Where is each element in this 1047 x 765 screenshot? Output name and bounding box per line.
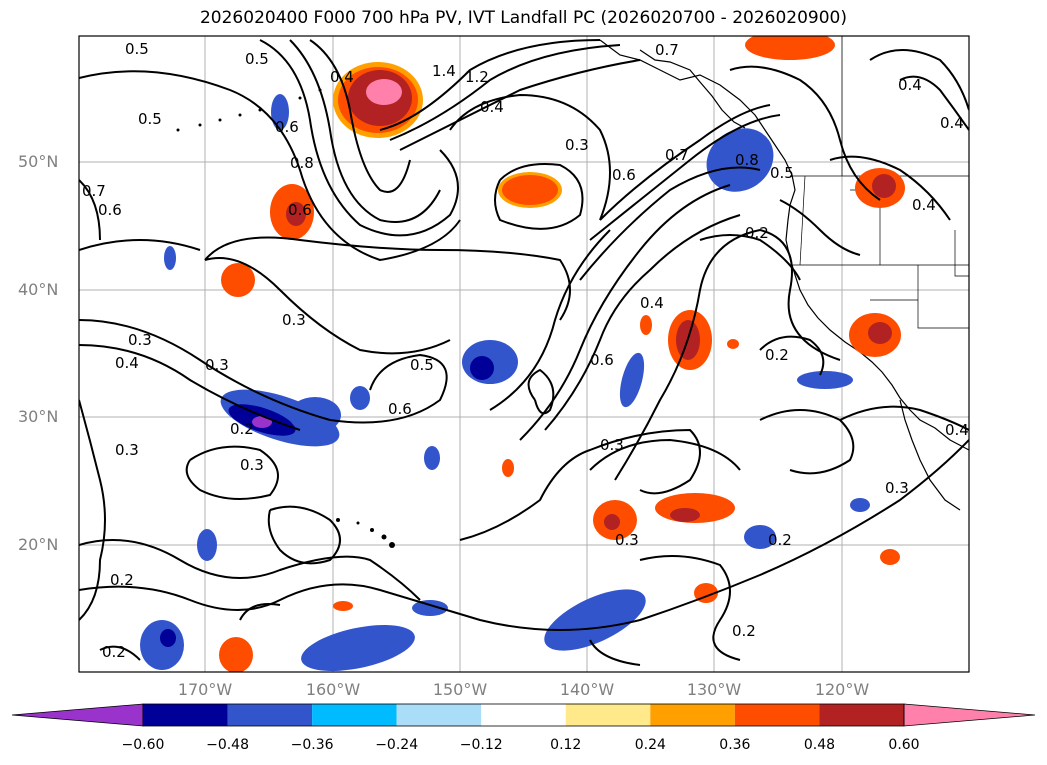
contour-label: 0.3 <box>615 531 639 549</box>
contour-label: 0.3 <box>885 479 909 497</box>
colorbar-tick-label: −0.60 <box>121 737 165 753</box>
colorbar-extend-high <box>903 703 1036 727</box>
contour-label: 0.2 <box>732 622 756 640</box>
contour-label: 0.6 <box>288 201 312 219</box>
map-content: 0.5 0.5 0.5 0.4 1.4 1.2 0.4 0.7 0.4 0.4 … <box>79 36 969 672</box>
contour-label: 0.4 <box>330 68 354 86</box>
contour-label: 0.6 <box>275 118 299 136</box>
contour-label: 0.2 <box>102 643 126 661</box>
colorbar-segment <box>819 704 904 726</box>
lon-label: 150°W <box>432 680 488 699</box>
contour-labels: 0.5 0.5 0.5 0.4 1.4 1.2 0.4 0.7 0.4 0.4 … <box>82 40 969 661</box>
contour-label: 0.4 <box>115 354 139 372</box>
contour-label: 0.3 <box>565 136 589 154</box>
lat-label: 50°N <box>18 152 59 171</box>
graticule <box>79 36 969 672</box>
colorbar-extend-low <box>11 703 144 727</box>
contour-label: 0.5 <box>125 40 149 58</box>
pv-contours <box>79 39 969 666</box>
positive-anomaly-fills <box>219 36 905 672</box>
colorbar-segment <box>650 704 735 726</box>
lon-label: 160°W <box>305 680 361 699</box>
colorbar-tick-label: −0.24 <box>375 737 419 753</box>
colorbar-tick-label: −0.48 <box>206 737 249 753</box>
lat-label: 40°N <box>18 280 59 299</box>
map-title: 2026020400 F000 700 hPa PV, IVT Landfall… <box>199 8 847 28</box>
colorbar-segment <box>396 704 482 726</box>
colorbar-tick-label: −0.12 <box>459 737 503 753</box>
colorbar-segment <box>312 704 397 726</box>
hawaiian-islands <box>336 518 395 548</box>
colorbar-border <box>142 703 905 727</box>
contour-label: 1.4 <box>432 62 456 80</box>
colorbar-segment <box>565 704 651 726</box>
contour-label: 0.7 <box>82 182 106 200</box>
plot-area <box>79 36 969 672</box>
contour-label: 0.7 <box>665 146 689 164</box>
contour-label: 0.4 <box>912 196 936 214</box>
colorbar-segment <box>143 704 228 726</box>
colorbar-tick-label: 0.12 <box>550 737 582 753</box>
contour-label: 0.6 <box>590 351 614 369</box>
lon-label: 130°W <box>686 680 742 699</box>
lon-label: 140°W <box>559 680 615 699</box>
colorbar <box>11 703 1036 727</box>
contour-label: 0.3 <box>600 436 624 454</box>
contour-label: 0.2 <box>745 224 769 242</box>
lon-label: 170°W <box>177 680 233 699</box>
lon-label: 120°W <box>814 680 870 699</box>
contour-label: 1.2 <box>465 68 489 86</box>
colorbar-segment <box>227 704 313 726</box>
contour-label: 0.3 <box>240 456 264 474</box>
contour-label: 0.4 <box>480 98 504 116</box>
contour-label: 0.6 <box>612 166 636 184</box>
colorbar-tick-label: 0.48 <box>803 737 836 753</box>
colorbar-segment <box>734 704 820 726</box>
contour-label: 0.8 <box>735 151 759 169</box>
contour-label: 0.2 <box>768 531 792 549</box>
colorbar-segment <box>481 704 566 726</box>
colorbar-tick-label: 0.60 <box>888 737 920 753</box>
contour-label: 0.2 <box>230 420 254 438</box>
contour-label: 0.6 <box>388 400 412 418</box>
contour-label: 0.2 <box>110 571 134 589</box>
contour-label: 0.3 <box>205 356 229 374</box>
lat-label: 30°N <box>18 407 59 426</box>
negative-anomaly-fills <box>140 94 870 671</box>
contour-label: 0.4 <box>940 114 964 132</box>
colorbar-tick-label: 0.24 <box>634 737 666 753</box>
contour-label: 0.4 <box>945 421 969 439</box>
contour-label: 0.5 <box>245 50 269 68</box>
contour-label: 0.3 <box>115 441 139 459</box>
colorbar-tick-label: 0.36 <box>719 737 751 753</box>
contour-label: 0.5 <box>410 356 434 374</box>
contour-label: 0.4 <box>640 294 664 312</box>
contour-label: 0.6 <box>98 201 122 219</box>
contour-label: 0.5 <box>138 110 162 128</box>
contour-label: 0.3 <box>128 331 152 349</box>
contour-label: 0.4 <box>898 76 922 94</box>
plot-border <box>78 35 970 673</box>
contour-label: 0.3 <box>282 311 306 329</box>
contour-label: 0.2 <box>765 346 789 364</box>
lat-label: 20°N <box>18 535 59 554</box>
colorbar-tick-label: −0.36 <box>290 737 334 753</box>
contour-label: 0.8 <box>290 154 314 172</box>
contour-label: 0.5 <box>770 164 794 182</box>
contour-label: 0.7 <box>655 41 679 59</box>
